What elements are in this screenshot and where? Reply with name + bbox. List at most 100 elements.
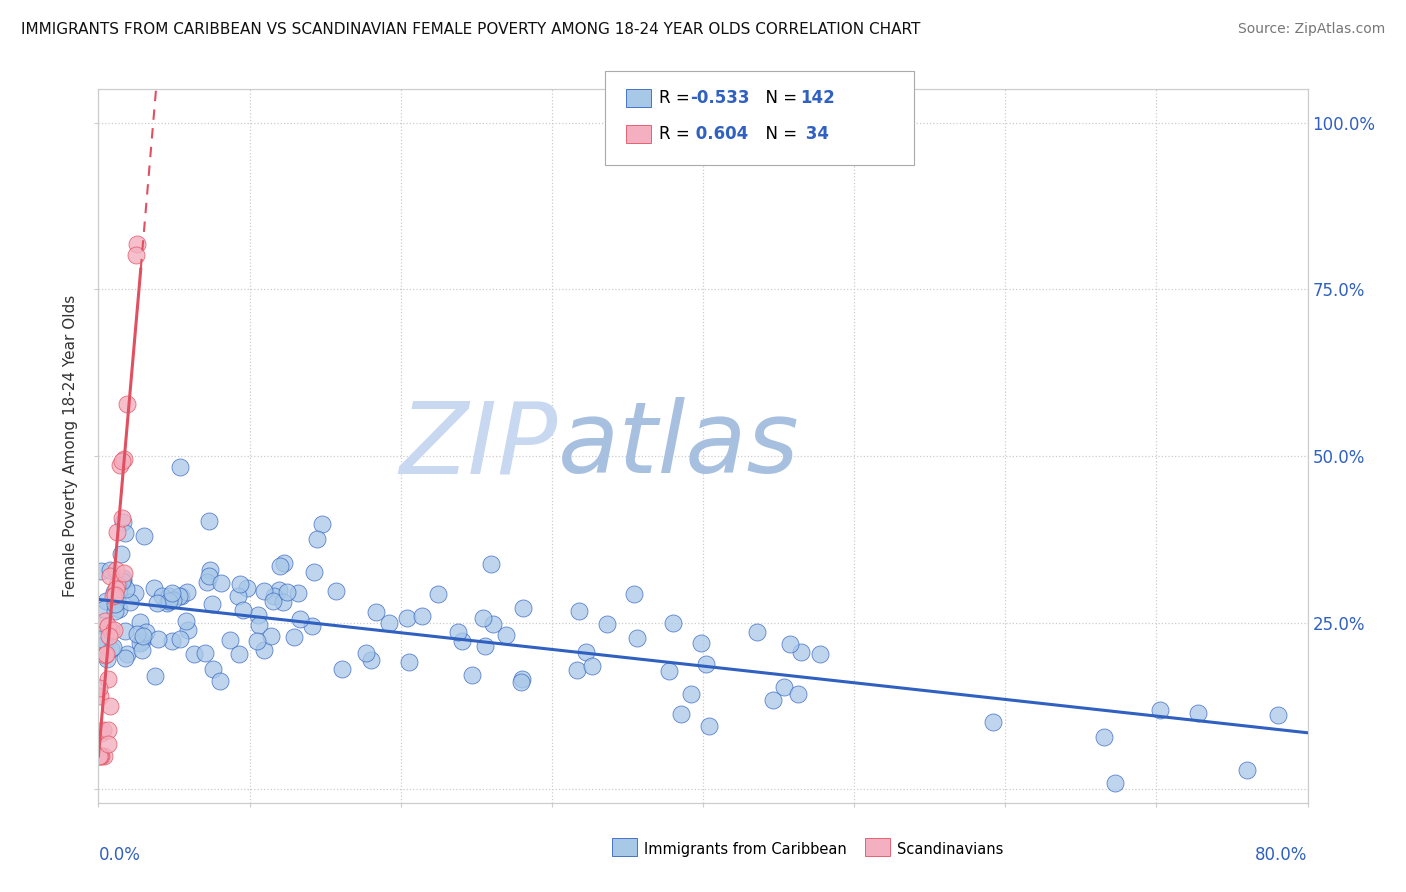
- Point: [90, 564, 112, 578]
- Point: [658, 664, 681, 678]
- Point: [307, 532, 329, 546]
- Point: [1236, 763, 1258, 777]
- Text: 34: 34: [800, 125, 830, 143]
- Point: [105, 582, 128, 597]
- Point: [201, 662, 224, 676]
- Point: [779, 637, 801, 651]
- Point: [108, 458, 131, 473]
- Point: [325, 583, 347, 598]
- Point: [100, 624, 122, 639]
- Point: [509, 674, 531, 689]
- Point: [125, 237, 148, 252]
- Point: [565, 663, 588, 677]
- Point: [97, 737, 120, 751]
- Point: [209, 674, 232, 689]
- Point: [474, 639, 496, 653]
- Point: [112, 571, 135, 585]
- Point: [125, 626, 148, 640]
- Point: [132, 529, 155, 543]
- Point: [288, 612, 311, 626]
- Point: [94, 615, 117, 629]
- Point: [105, 563, 128, 577]
- Point: [96, 652, 118, 666]
- Point: [360, 652, 382, 666]
- Text: ZIP: ZIP: [399, 398, 558, 494]
- Point: [89, 681, 111, 695]
- Point: [354, 646, 377, 660]
- Point: [111, 574, 134, 588]
- Point: [183, 647, 205, 661]
- Point: [787, 687, 810, 701]
- Point: [695, 657, 717, 671]
- Point: [267, 583, 290, 598]
- Point: [89, 632, 111, 646]
- Point: [111, 515, 134, 529]
- Point: [983, 715, 1005, 730]
- Point: [226, 589, 249, 603]
- Text: Source: ZipAtlas.com: Source: ZipAtlas.com: [1237, 22, 1385, 37]
- Point: [512, 600, 534, 615]
- Point: [169, 460, 191, 475]
- Point: [131, 642, 153, 657]
- Point: [482, 617, 505, 632]
- Point: [581, 659, 603, 673]
- Point: [142, 581, 165, 595]
- Point: [197, 569, 219, 583]
- Point: [395, 611, 418, 625]
- Point: [87, 749, 110, 764]
- Point: [143, 669, 166, 683]
- Point: [162, 592, 184, 607]
- Point: [105, 525, 128, 540]
- Point: [253, 584, 276, 599]
- Point: [218, 633, 240, 648]
- Point: [200, 597, 222, 611]
- Point: [105, 591, 128, 606]
- Point: [132, 629, 155, 643]
- Point: [110, 547, 132, 561]
- Point: [89, 689, 111, 703]
- Point: [114, 582, 136, 597]
- Point: [177, 623, 200, 637]
- Point: [662, 616, 685, 631]
- Point: [669, 707, 692, 722]
- Point: [366, 605, 388, 619]
- Point: [623, 587, 645, 601]
- Point: [1092, 730, 1115, 744]
- Text: 0.604: 0.604: [690, 125, 748, 143]
- Point: [229, 576, 252, 591]
- Point: [263, 589, 285, 603]
- Point: [98, 699, 121, 714]
- Point: [111, 454, 134, 468]
- Point: [510, 673, 533, 687]
- Point: [115, 397, 138, 411]
- Point: [114, 525, 136, 540]
- Point: [426, 587, 449, 601]
- Point: [1267, 707, 1289, 722]
- Point: [287, 586, 309, 600]
- Point: [232, 603, 254, 617]
- Text: N =: N =: [755, 125, 803, 143]
- Point: [91, 723, 114, 737]
- Point: [271, 595, 294, 609]
- Point: [596, 616, 619, 631]
- Point: [120, 595, 142, 609]
- Point: [97, 672, 120, 686]
- Point: [568, 604, 591, 618]
- Point: [108, 601, 131, 615]
- Point: [90, 749, 112, 764]
- Point: [1187, 706, 1209, 720]
- Point: [198, 514, 221, 528]
- Point: [697, 719, 720, 733]
- Text: Immigrants from Caribbean: Immigrants from Caribbean: [644, 842, 846, 856]
- Point: [411, 609, 433, 624]
- Point: [111, 511, 134, 525]
- Point: [790, 645, 813, 659]
- Point: [808, 647, 831, 661]
- Point: [157, 594, 180, 608]
- Point: [111, 574, 134, 588]
- Point: [273, 556, 295, 570]
- Point: [100, 642, 122, 657]
- Point: [276, 585, 298, 599]
- Point: [479, 557, 502, 571]
- Point: [97, 723, 120, 737]
